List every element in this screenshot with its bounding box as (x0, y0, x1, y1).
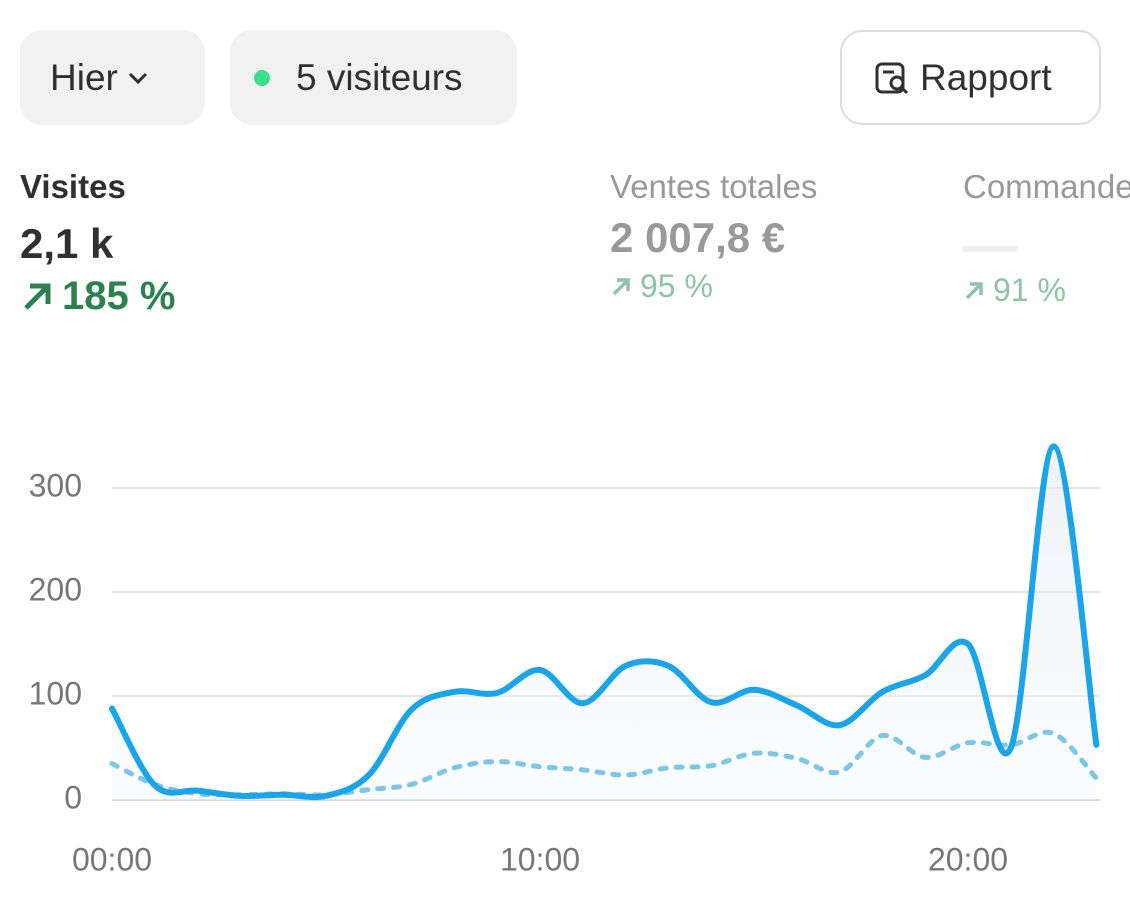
metric-value: 2 007,8 € (610, 214, 786, 261)
chevron (128, 72, 147, 84)
y-tick-label: 100 (29, 675, 82, 711)
y-tick-label: 200 (29, 571, 82, 607)
metric-label: Visites (20, 168, 126, 205)
report-button[interactable]: Rapport (840, 30, 1101, 125)
area (112, 446, 1097, 800)
report-label: Rapport (920, 56, 1052, 98)
visitors-button[interactable]: 5 visiteurs (230, 30, 517, 125)
metric-change: 185 % (20, 274, 175, 319)
metric-change: 91 % (963, 272, 1130, 309)
up-arrow (24, 283, 51, 310)
metric-value: 2,1 k (20, 220, 114, 267)
metric-label: Ventes totales (610, 168, 818, 205)
x-tick-label: 20:00 (928, 841, 1008, 877)
metric-change-text: 91 % (993, 272, 1066, 308)
y-tick-label: 300 (29, 467, 82, 503)
metric-label: Commandes (963, 168, 1130, 205)
report-icon (875, 62, 909, 94)
metric[interactable]: Commandes 91 % (963, 168, 1130, 309)
up-arrow (612, 277, 630, 295)
live-dot (254, 69, 270, 86)
period-label: Hier (50, 56, 118, 98)
metric[interactable]: Ventes totales 2 007,8 € 95 % (610, 168, 817, 305)
value-placeholder (963, 246, 1018, 252)
x-tick-label: 10:00 (500, 841, 580, 877)
visitors-label: 5 visiteurs (296, 56, 463, 98)
period-button[interactable]: Hier (20, 30, 205, 125)
metric-change: 95 % (610, 268, 817, 305)
metric-change-text: 185 % (62, 274, 176, 318)
y-tick-label: 0 (64, 779, 82, 815)
x-tick-label: 00:00 (72, 841, 152, 877)
line (109, 443, 1100, 801)
up-arrow (965, 281, 983, 299)
metric[interactable]: Visites 2,1 k 185 % (20, 168, 175, 319)
metric-change-text: 95 % (640, 268, 713, 304)
